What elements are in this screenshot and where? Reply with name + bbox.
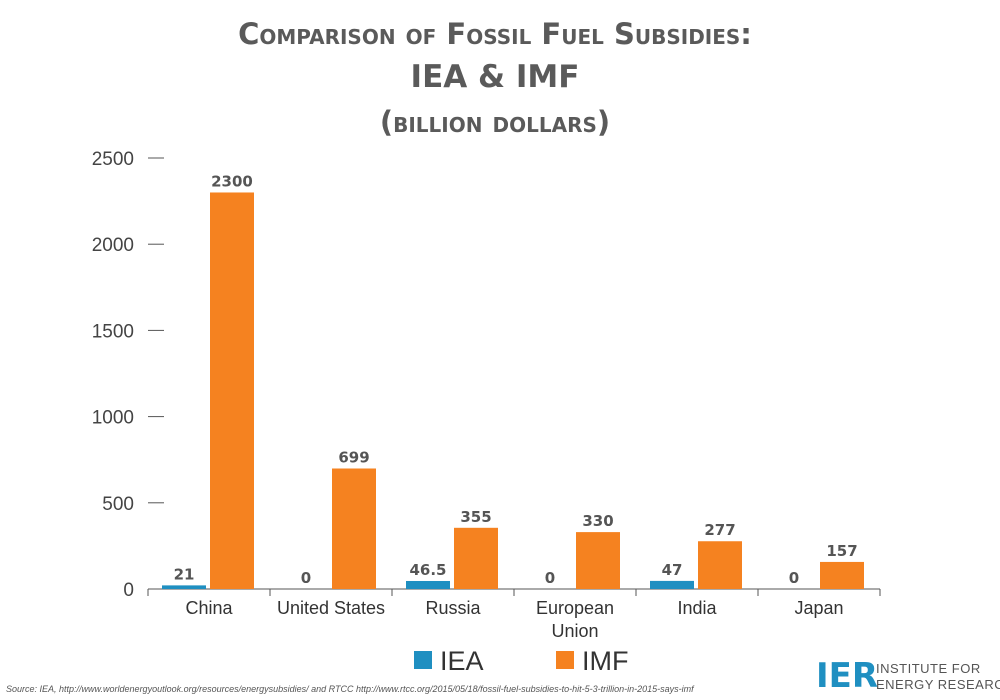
data-label-imf-3: 330 <box>582 512 613 530</box>
data-label-iea-4: 47 <box>662 561 683 579</box>
title-line-3: (billion dollars) <box>380 105 610 139</box>
data-label-iea-0: 21 <box>174 565 195 583</box>
legend-swatch-iea <box>414 651 432 669</box>
y-tick-label-0: 0 <box>123 580 134 601</box>
legend: IEA IMF <box>414 646 629 676</box>
category-label-1: United States <box>277 598 385 618</box>
legend-swatch-imf <box>556 651 574 669</box>
bar-imf-4 <box>698 541 742 589</box>
bar-imf-2 <box>454 527 498 589</box>
bar-imf-0 <box>210 192 254 590</box>
legend-label-iea: IEA <box>440 646 484 676</box>
y-tick-label-5: 2500 <box>92 149 134 170</box>
bars: 21 0 46.5 0 47 0 2300 699 355 330 277 157 <box>162 172 864 590</box>
source-note: Source: IEA, http://www.worldenergyoutlo… <box>6 684 695 694</box>
y-tick-label-3: 1500 <box>92 321 134 342</box>
data-label-imf-2: 355 <box>460 508 491 526</box>
ier-logo: IER INSTITUTE FOR ENERGY RESEARCH <box>816 656 1000 696</box>
category-label-3: European Union <box>536 598 614 641</box>
data-label-imf-1: 699 <box>338 448 369 466</box>
data-label-imf-5: 157 <box>826 542 857 560</box>
bar-imf-3 <box>576 532 620 589</box>
y-tick-label-1: 500 <box>102 494 134 515</box>
data-label-iea-3: 0 <box>545 569 555 587</box>
title-line-2: IEA & IMF <box>411 59 580 95</box>
logo-mark: IER <box>816 656 878 696</box>
category-label-4: India <box>677 598 717 618</box>
bar-iea-0 <box>162 585 206 589</box>
y-axis: 0 500 1000 1500 2000 2500 <box>92 149 164 601</box>
data-label-imf-0: 2300 <box>211 172 253 190</box>
data-label-iea-1: 0 <box>301 569 311 587</box>
legend-label-imf: IMF <box>582 646 629 676</box>
data-label-iea-2: 46.5 <box>409 561 446 579</box>
bar-imf-5 <box>820 561 864 589</box>
bar-imf-1 <box>332 468 376 589</box>
category-label-0: China <box>185 598 233 618</box>
category-label-5: Japan <box>794 598 843 618</box>
logo-line-2: ENERGY RESEARCH <box>876 677 1000 692</box>
x-axis: China United States Russia European Union Ind… <box>147 588 881 641</box>
bar-iea-4 <box>650 580 694 589</box>
title-line-1: Comparison of Fossil Fuel Subsidies: <box>238 17 752 51</box>
y-tick-label-2: 1000 <box>92 408 134 429</box>
logo-line-1: INSTITUTE FOR <box>876 661 981 676</box>
data-label-iea-5: 0 <box>789 569 799 587</box>
chart-title: Comparison of Fossil Fuel Subsidies: IEA… <box>238 17 752 139</box>
y-tick-label-4: 2000 <box>92 235 134 256</box>
category-label-2: Russia <box>425 598 481 618</box>
bar-iea-2 <box>406 580 450 589</box>
data-label-imf-4: 277 <box>704 521 735 539</box>
